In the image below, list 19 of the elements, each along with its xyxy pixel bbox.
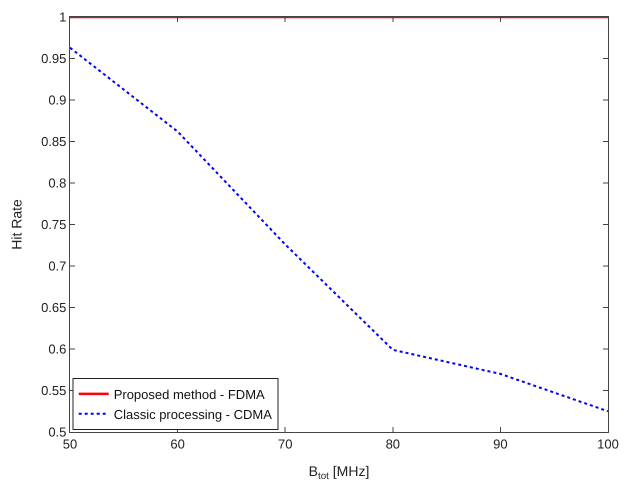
y-tick-label: 0.55	[41, 383, 66, 398]
x-tick-label: 100	[597, 436, 619, 452]
y-tick-label: 0.8	[48, 176, 66, 191]
y-tick-label: 0.6	[48, 342, 66, 357]
y-tick-label: 0.95	[41, 51, 66, 66]
y-tick-label: 0.7	[48, 258, 66, 274]
y-axis-title: Hit Rate	[8, 199, 25, 250]
y-tick-label: 1	[59, 10, 66, 25]
y-tick-label: 0.85	[41, 134, 66, 150]
x-axis-title: B$_{tot}$ [MHz]	[308, 462, 370, 482]
y-tick-label: 0.65	[41, 300, 66, 316]
y-tick-label: 0.75	[41, 217, 66, 232]
x-tick-label: 90	[493, 436, 508, 452]
legend-label: Proposed method - FDMA	[114, 386, 266, 402]
x-tick-label: 60	[170, 436, 185, 452]
x-tick-label: 70	[278, 436, 292, 452]
legend-label: Classic processing - CDMA	[114, 406, 272, 422]
x-tick-label: 80	[386, 436, 400, 452]
y-tick-label: 0.9	[48, 92, 66, 108]
